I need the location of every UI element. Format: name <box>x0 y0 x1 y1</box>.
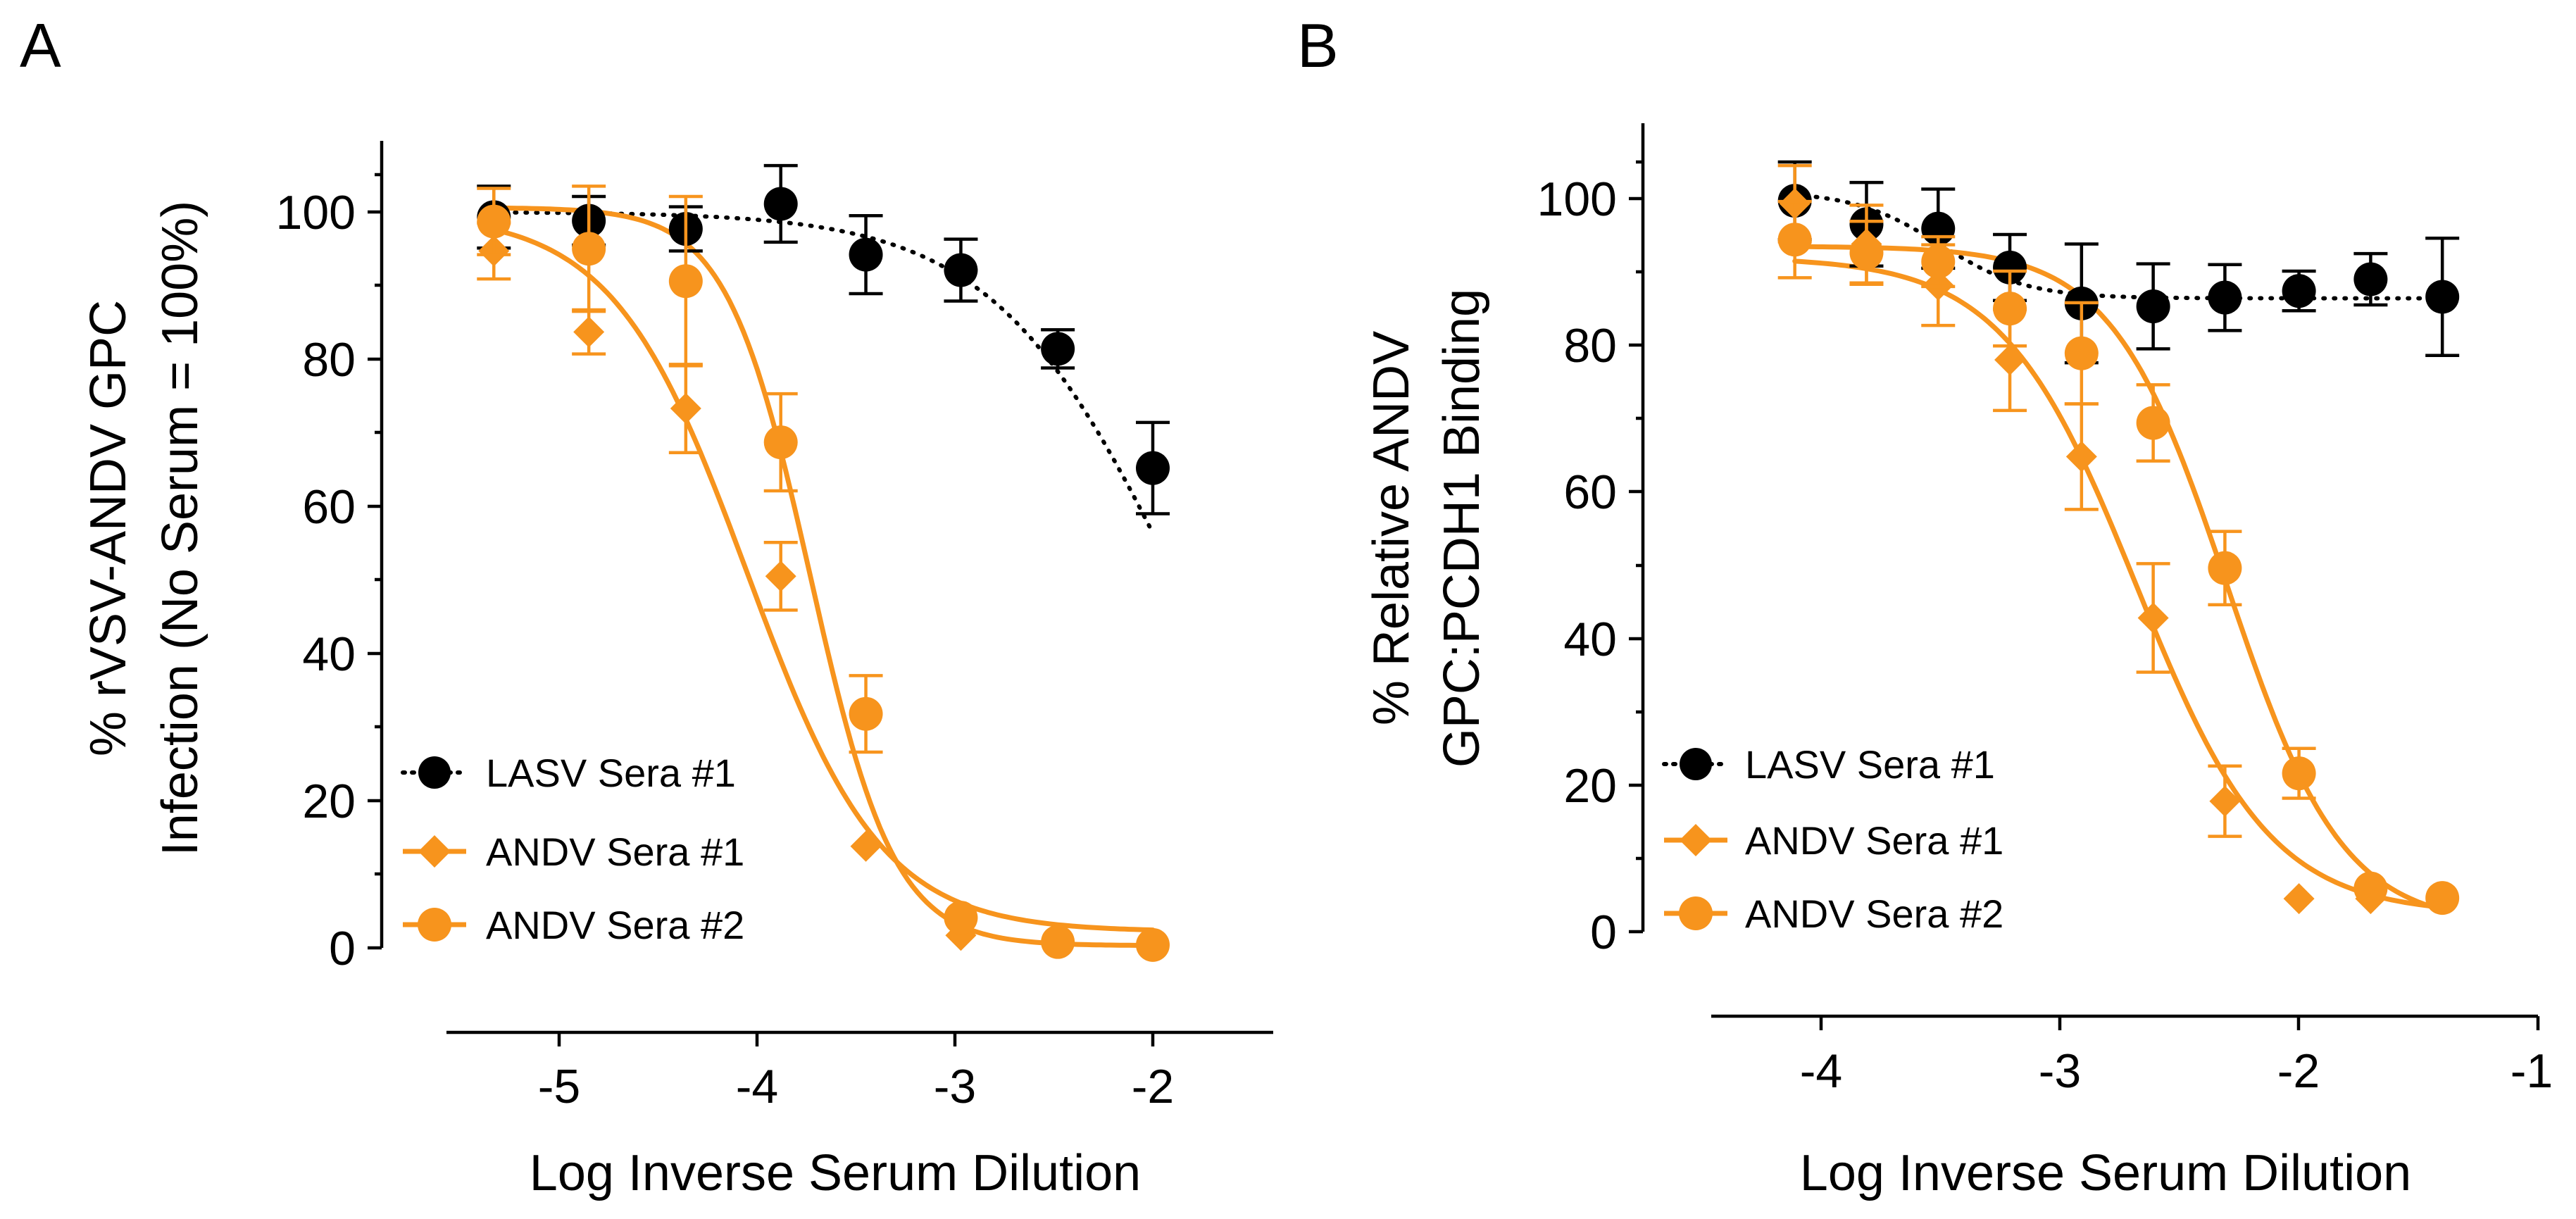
panel-b-x-axis-title: Log Inverse Serum Dilution <box>1800 1145 2411 1201</box>
panel-b-andv-sera-1-fit-curve <box>1792 258 2445 910</box>
panel-a-lasv-sera-1-fit-curve <box>492 210 1155 535</box>
legend-lasv-marker <box>418 756 451 789</box>
panel-b-andv-sera-1-point <box>2209 785 2241 817</box>
panel-b-x-tick-label: -1 <box>2511 1044 2553 1098</box>
panel-b-lasv-sera-1-point <box>2425 280 2460 314</box>
panel-b-andv-sera-1-point <box>2065 441 2097 473</box>
panel-a-plot-area <box>477 163 1170 962</box>
panel-a-y-tick-label: 60 <box>302 480 356 534</box>
panel-a-andv-sera-2-point <box>572 232 606 266</box>
panel-a-y-tick-label: 100 <box>276 186 356 239</box>
panel-a-andv-sera-1-point <box>850 830 882 862</box>
panel-a-andv-sera-2-point <box>477 204 511 239</box>
panel-b-x-tick-label: -3 <box>2039 1044 2081 1098</box>
panel-b-lasv-sera-1-point <box>2208 280 2242 315</box>
panel-b-lasv-sera-1-fit-curve <box>1792 192 2445 301</box>
panel-a-legend-andv1-label: ANDV Sera #1 <box>486 830 744 874</box>
panel-b-x-tick-label: -2 <box>2277 1044 2320 1098</box>
panel-a-y-tick-label: 20 <box>302 775 356 828</box>
panel-b-andv-sera-2-point <box>2282 756 2316 791</box>
panel-a-andv-sera-2-point <box>944 901 978 935</box>
panel-b: B 0 20 40 60 80 100 <box>1297 11 2553 1201</box>
panel-a-andv-sera-2-point <box>668 264 703 299</box>
panel-b-andv-sera-1-point <box>1994 344 2026 376</box>
panel-b-andv-sera-2-point <box>2064 336 2099 370</box>
panel-a-andv-sera-1-point <box>765 561 796 592</box>
legend-lasv-marker <box>1680 748 1712 780</box>
panel-a-x-axis-title: Log Inverse Serum Dilution <box>530 1145 1141 1201</box>
panel-a-y-axis-title-line2: Infection (No Serum = 100%) <box>152 201 208 856</box>
panel-a-y-ticks: 0 20 40 60 80 100 <box>276 173 382 975</box>
panel-a-andv-sera-1-point <box>670 393 701 425</box>
panel-a-andv-sera-2-point <box>849 696 883 731</box>
panel-b-x-ticks: -4 -3 -2 -1 <box>1800 1016 2553 1098</box>
panel-b-letter: B <box>1297 11 1339 80</box>
panel-b-y-axis-title-line2: GPC:PCDH1 Binding <box>1434 289 1490 768</box>
panel-b-y-tick-label: 40 <box>1563 613 1617 666</box>
legend-andv2-marker <box>418 908 451 942</box>
panel-b-legend: LASV Sera #1 ANDV Sera #1 ANDV Sera #2 <box>1662 742 2003 936</box>
panel-b-andv-sera-2-point <box>1993 292 2027 326</box>
panel-b-andv-sera-1-point <box>2283 883 2315 915</box>
panel-b-andv-sera-2-point <box>2208 551 2242 585</box>
panel-b-y-tick-label: 20 <box>1563 759 1617 813</box>
panel-a-andv-sera-1-point <box>573 316 605 348</box>
panel-a-andv-sera-2-point <box>1041 925 1075 959</box>
panel-a-y-tick-label: 80 <box>302 333 356 387</box>
panel-a-andv-sera-1-fit-curve <box>491 227 1156 933</box>
panel-b-andv-sera-2-point <box>2136 406 2170 440</box>
panel-b-plot-area <box>1777 160 2460 915</box>
panel-b-lasv-sera-1-point <box>2353 262 2388 296</box>
panel-a-y-tick-label: 0 <box>329 922 356 975</box>
panel-b-y-axis-title-line1: % Relative ANDV <box>1363 331 1420 725</box>
panel-a-x-tick-label: -3 <box>934 1060 976 1113</box>
legend-andv1-marker <box>418 835 451 868</box>
panel-b-andv-sera-2-point <box>1849 236 1884 270</box>
panel-a-lasv-sera-1-point <box>1136 451 1170 485</box>
panel-a-legend-andv2-label: ANDV Sera #2 <box>486 903 744 947</box>
panel-a-x-ticks: -5 -4 -3 -2 <box>538 1032 1174 1113</box>
panel-a-andv-sera-2-point <box>1136 927 1170 962</box>
legend-andv2-marker <box>1679 896 1713 930</box>
panel-b-legend-lasv-label: LASV Sera #1 <box>1745 742 1995 787</box>
panel-b-y-tick-label: 80 <box>1563 319 1617 373</box>
panel-a-lasv-sera-1-point <box>1041 332 1075 366</box>
panel-b-andv-sera-2-fit-curve <box>1792 244 2445 913</box>
panel-b-andv-sera-2-point <box>2353 871 2388 906</box>
legend-andv1-marker <box>1680 824 1712 856</box>
panel-a-x-tick-label: -2 <box>1132 1060 1174 1113</box>
panel-b-andv-sera-2-point <box>1777 223 1812 257</box>
panel-a-lasv-sera-1-point <box>849 237 883 272</box>
panel-b-lasv-sera-1-point <box>2136 289 2170 324</box>
panel-b-legend-andv1-label: ANDV Sera #1 <box>1745 818 2003 863</box>
panel-a-x-tick-label: -5 <box>538 1060 580 1113</box>
panel-a-x-tick-label: -4 <box>736 1060 778 1113</box>
panel-b-y-tick-label: 0 <box>1590 906 1617 959</box>
panel-b-y-ticks: 0 20 40 60 80 100 <box>1537 160 1643 959</box>
panel-b-y-tick-label: 60 <box>1563 465 1617 519</box>
panel-a-letter: A <box>20 11 61 80</box>
panel-a-y-tick-label: 40 <box>302 627 356 681</box>
panel-b-y-tick-label: 100 <box>1537 173 1617 226</box>
panel-a-legend: LASV Sera #1 ANDV Sera #1 ANDV Sera #2 <box>401 751 744 947</box>
panel-b-lasv-sera-1-point <box>1993 250 2027 285</box>
panel-b-andv-sera-2-point <box>2425 881 2460 915</box>
panel-a-legend-lasv-label: LASV Sera #1 <box>486 751 736 795</box>
panel-b-x-tick-label: -4 <box>1800 1044 1842 1098</box>
panel-a: A 0 20 40 60 80 100 <box>20 11 1273 1201</box>
panel-a-lasv-sera-1-point <box>763 187 798 221</box>
panel-b-andv-sera-1-point <box>2137 602 2169 634</box>
panel-a-andv-sera-2-point <box>763 425 798 460</box>
panel-b-legend-andv2-label: ANDV Sera #2 <box>1745 892 2003 936</box>
panel-b-lasv-sera-1-point <box>2282 274 2316 308</box>
panel-b-andv-sera-2-point <box>1921 244 1956 279</box>
panel-a-lasv-sera-1-point <box>944 253 978 287</box>
panel-a-y-axis-title-line1: % rVSV-ANDV GPC <box>80 300 137 756</box>
